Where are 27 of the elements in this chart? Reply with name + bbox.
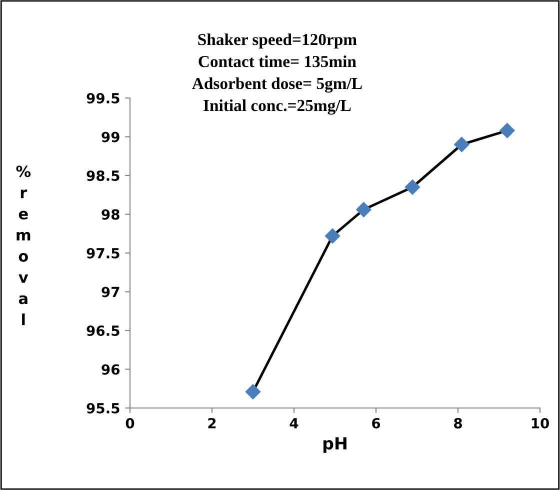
x-tick-label: 2 — [208, 418, 216, 428]
y-tick-label: 98 — [102, 209, 120, 220]
annotation: Initial conc.=25mg/L — [204, 99, 351, 115]
y-tick-label: 96 — [102, 364, 120, 375]
point — [245, 384, 261, 400]
x-tick-label: 6 — [372, 418, 380, 428]
text: Adsorbent dose= 5gm/L — [192, 77, 362, 93]
y-tick-label: 97 — [102, 286, 120, 298]
x-tick-label: 4 — [290, 418, 298, 428]
text: Shaker speed=120rpm — [198, 33, 357, 49]
point — [324, 228, 340, 244]
y-tick-label: 95.5 — [86, 402, 120, 414]
point — [404, 180, 420, 195]
point — [454, 136, 470, 152]
y-tick-label: 99.5 — [86, 92, 120, 104]
y-axis-title: % removal — [16, 166, 31, 326]
x-axis-title: pH — [323, 437, 346, 453]
x-tick-label: 10 — [532, 418, 549, 428]
x-tick-label: 8 — [454, 418, 462, 428]
point — [500, 122, 515, 138]
text: Contact time= 135min — [198, 55, 356, 68]
point — [356, 202, 372, 218]
y-tick-label: 97.5 — [86, 248, 120, 258]
y-tick-label: 96.5 — [86, 325, 120, 336]
y-tick-label: 98.5 — [86, 170, 120, 181]
y-tick-label: 99 — [102, 132, 120, 142]
x-tick-label: 0 — [126, 418, 134, 428]
